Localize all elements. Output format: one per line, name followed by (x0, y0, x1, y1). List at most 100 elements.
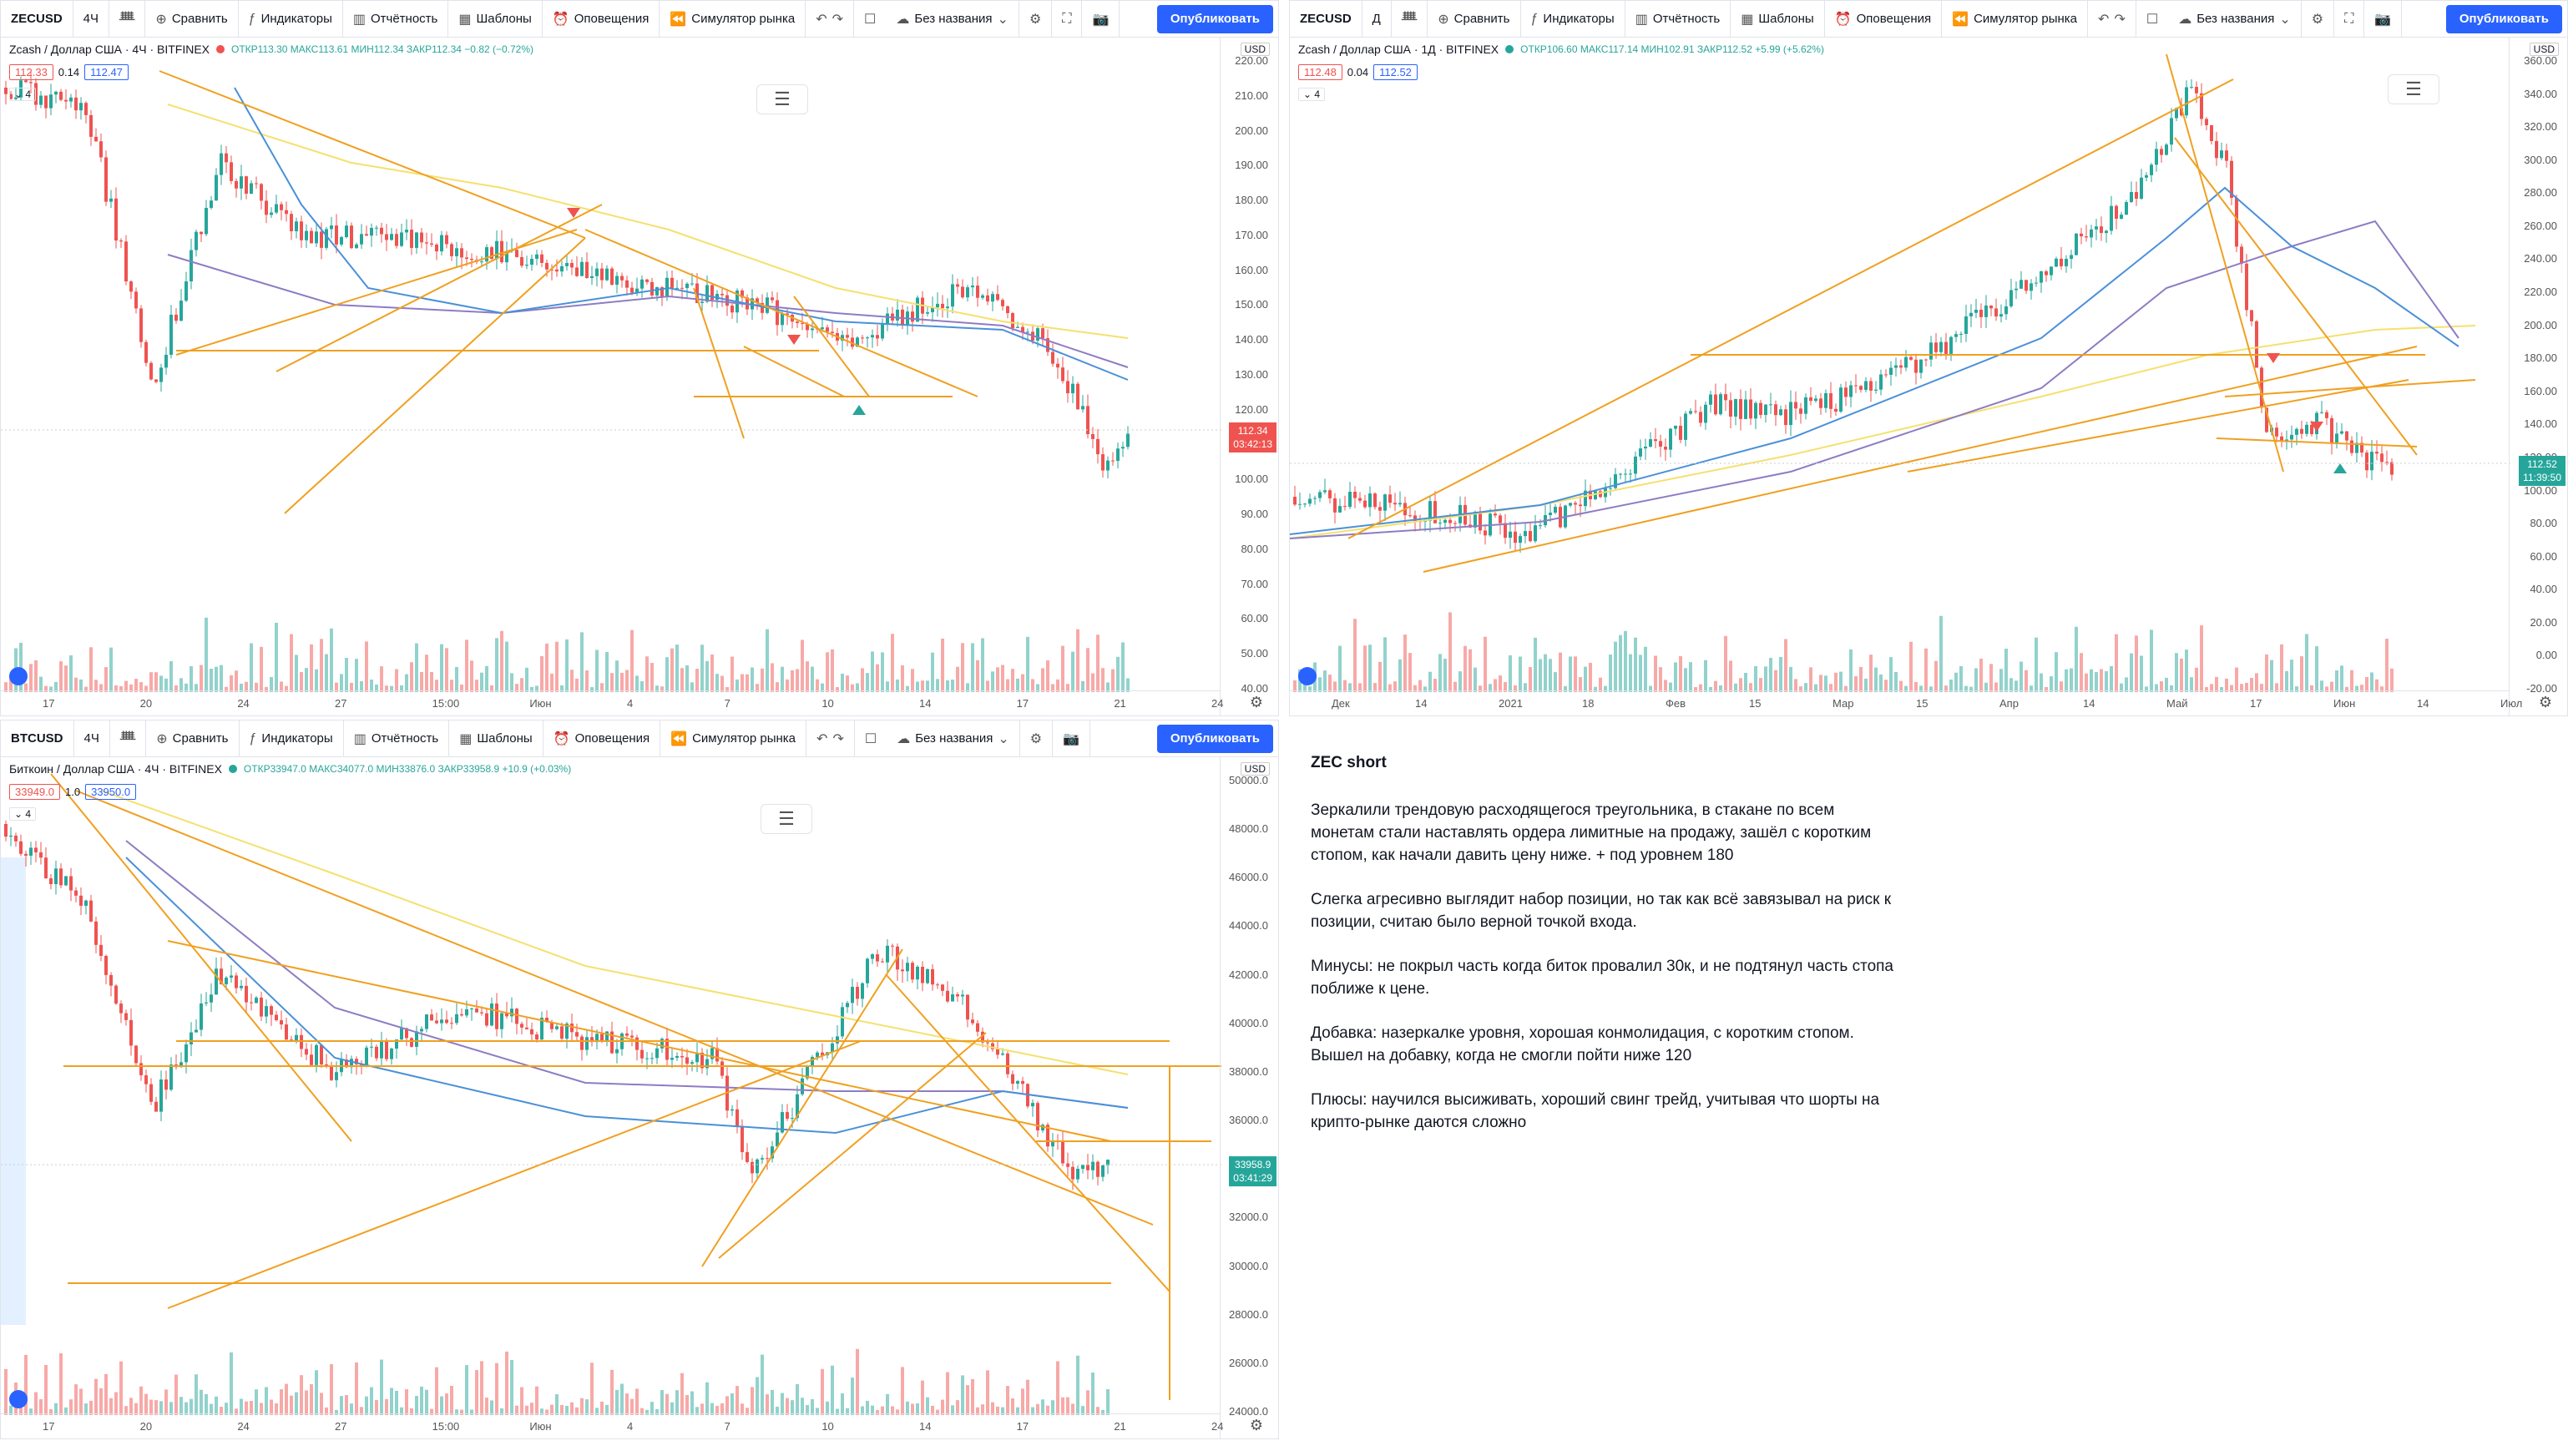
undo-icon[interactable]: ↶ (816, 731, 828, 746)
chart-panel-zec-1d[interactable]: ZECUSD Д ᚙ ⊕ Сравнить ƒ Индикаторы ▥ Отчётн… (1289, 0, 2568, 716)
bid-price[interactable]: 33949.0 (9, 784, 60, 800)
redo-icon[interactable]: ↷ (2114, 12, 2126, 27)
interval-selector[interactable]: 4Ч (74, 720, 110, 757)
redo-icon[interactable]: ↷ (832, 12, 844, 27)
price-chart-canvas[interactable] (1, 757, 1221, 1415)
compare-button[interactable]: ⊕ Сравнить (146, 720, 240, 757)
time-axis[interactable]: 17 20 24 27 15:00 Июн 4 7 10 14 17 21 24 (1, 690, 1223, 715)
time-axis[interactable]: 17 20 24 27 15:00 Июн 4 7 10 14 17 21 24 (1, 1413, 1223, 1438)
ask-price[interactable]: 112.47 (84, 64, 129, 80)
alerts-button[interactable]: ⏰ Оповещения (543, 720, 661, 757)
chart-type-button[interactable]: ᚙ (110, 720, 147, 757)
candle-body (270, 1006, 273, 1015)
save-layout-button[interactable]: ☁ Без названия ⌄ (2168, 1, 2302, 38)
volume-bar (690, 682, 694, 692)
compare-button[interactable]: ⊕ Сравнить (1428, 1, 1521, 38)
templates-button[interactable]: ▦ Шаблоны (449, 720, 543, 757)
price-axis[interactable]: 220.00 210.00 200.00 190.00 180.00 170.00 160.… (1220, 38, 1278, 715)
indicators-toggle[interactable]: ⌄ 4 (1298, 88, 1326, 101)
symbol-search[interactable]: ZECUSD (1, 1, 73, 38)
chart-type-button[interactable]: ᚙ (109, 1, 146, 38)
candle-body (2035, 282, 2038, 284)
publish-button[interactable]: Опубликовать (2445, 4, 2562, 33)
chart-panel-zec-4h[interactable]: ZECUSD 4Ч ᚙ ⊕ Сравнить ƒ Индикаторы ▥ Отчёт… (0, 0, 1279, 716)
fullscreen-button[interactable]: ⛶ (2334, 1, 2365, 38)
templates-button[interactable]: ▦ Шаблоны (448, 1, 543, 38)
indicators-button[interactable]: ƒ Индикаторы (240, 720, 344, 757)
compare-button[interactable]: ⊕ Сравнить (145, 1, 239, 38)
reports-button[interactable]: ▥ Отчётность (344, 720, 450, 757)
undo-redo[interactable]: ↶ ↷ (2088, 1, 2136, 38)
snapshot-button[interactable]: 📷 (1082, 1, 1120, 38)
settings-button[interactable]: ⚙ (2302, 1, 2335, 38)
volume-bar (1021, 1388, 1024, 1415)
axis-settings-icon[interactable]: ⚙ (1249, 1417, 1263, 1433)
volume-bar (230, 675, 233, 692)
volume-bar (700, 1403, 704, 1415)
indicators-button[interactable]: ƒ Индикаторы (239, 1, 343, 38)
layout-button[interactable]: ☐ (855, 720, 887, 757)
chart-type-button[interactable]: ᚙ (1392, 1, 1428, 38)
save-layout-button[interactable]: ☁ Без названия ⌄ (887, 720, 1020, 757)
price-axis[interactable]: 50000.0 48000.0 46000.0 44000.0 42000.0 40000… (1220, 757, 1278, 1438)
snapshot-button[interactable]: 📷 (2364, 1, 2403, 38)
templates-button[interactable]: ▦ Шаблоны (1731, 1, 1825, 38)
axis-settings-icon[interactable]: ⚙ (2538, 694, 2552, 710)
candle-body (2120, 215, 2123, 220)
price-chart-canvas[interactable] (1290, 38, 2510, 692)
object-tree-button[interactable]: ☰ (756, 84, 808, 114)
save-layout-button[interactable]: ☁ Без названия ⌄ (886, 1, 1019, 38)
indicators-toggle[interactable]: ⌄ 4 (9, 88, 37, 101)
reports-button[interactable]: ▥ Отчётность (343, 1, 449, 38)
undo-icon[interactable]: ↶ (2098, 12, 2110, 27)
chart-panel-btc-4h[interactable]: BTCUSD 4Ч ᚙ ⊕ Сравнить ƒ Индикаторы ▥ Отчёт… (0, 720, 1279, 1439)
layout-button[interactable]: ☐ (2136, 1, 2168, 38)
currency-label[interactable]: USD (1240, 43, 1270, 56)
candle-body (350, 225, 353, 249)
volume-bar (114, 1392, 118, 1415)
snapshot-button[interactable]: 📷 (1053, 720, 1091, 757)
undo-redo[interactable]: ↶ ↷ (806, 1, 855, 38)
price-axis[interactable]: 360.00 340.00 320.00 300.00 280.00 260.00 240.… (2509, 38, 2567, 715)
axis-settings-icon[interactable]: ⚙ (1249, 694, 1263, 710)
undo-redo[interactable]: ↶ ↷ (806, 720, 855, 757)
alerts-button[interactable]: ⏰ Оповещения (1825, 1, 1943, 38)
volume-bar (2150, 629, 2153, 692)
fullscreen-button[interactable]: ⛶ (1052, 1, 1083, 38)
object-tree-button[interactable]: ☰ (761, 804, 812, 834)
price-chart-canvas[interactable] (1, 38, 1221, 692)
settings-button[interactable]: ⚙ (1019, 1, 1053, 38)
redo-icon[interactable]: ↷ (832, 731, 844, 746)
undo-icon[interactable]: ↶ (816, 12, 827, 27)
currency-label[interactable]: USD (1240, 762, 1270, 776)
symbol-search[interactable]: ZECUSD (1290, 1, 1362, 38)
indicators-button[interactable]: ƒ Индикаторы (1521, 1, 1625, 38)
candle-body (134, 291, 138, 309)
time-axis[interactable]: Дек 14 2021 18 Фев 15 Мар 15 Апр 14 Май 17 Июн 14 Июл (1290, 690, 2522, 715)
volume-bar (981, 1404, 984, 1415)
interval-selector[interactable]: Д (1362, 1, 1392, 38)
bid-price[interactable]: 112.48 (1298, 64, 1342, 80)
simulator-button[interactable]: ⏪ Симулятор рынка (1942, 1, 2089, 38)
ask-price[interactable]: 112.52 (1373, 64, 1418, 80)
symbol-search[interactable]: BTCUSD (1, 720, 74, 757)
candle-body (169, 1064, 173, 1090)
ask-price[interactable]: 33950.0 (85, 784, 137, 800)
simulator-button[interactable]: ⏪ Симулятор рынка (660, 1, 806, 38)
alerts-button[interactable]: ⏰ Оповещения (543, 1, 660, 38)
layout-button[interactable]: ☐ (854, 1, 886, 38)
reports-button[interactable]: ▥ Отчётность (1625, 1, 1731, 38)
bid-price[interactable]: 112.33 (9, 64, 53, 80)
object-tree-button[interactable]: ☰ (2388, 74, 2439, 104)
volume-bar (540, 1408, 543, 1415)
currency-label[interactable]: USD (2529, 43, 2559, 56)
publish-button[interactable]: Опубликовать (1156, 724, 1273, 753)
settings-button[interactable]: ⚙ (1020, 720, 1054, 757)
interval-selector[interactable]: 4Ч (73, 1, 110, 38)
time-tick: 21 (1114, 1420, 1126, 1433)
simulator-button[interactable]: ⏪ Симулятор рынка (660, 720, 807, 757)
volume-bar (144, 1393, 148, 1415)
indicators-toggle[interactable]: ⌄ 4 (9, 807, 37, 821)
volume-bar (275, 622, 278, 692)
publish-button[interactable]: Опубликовать (1156, 4, 1273, 33)
